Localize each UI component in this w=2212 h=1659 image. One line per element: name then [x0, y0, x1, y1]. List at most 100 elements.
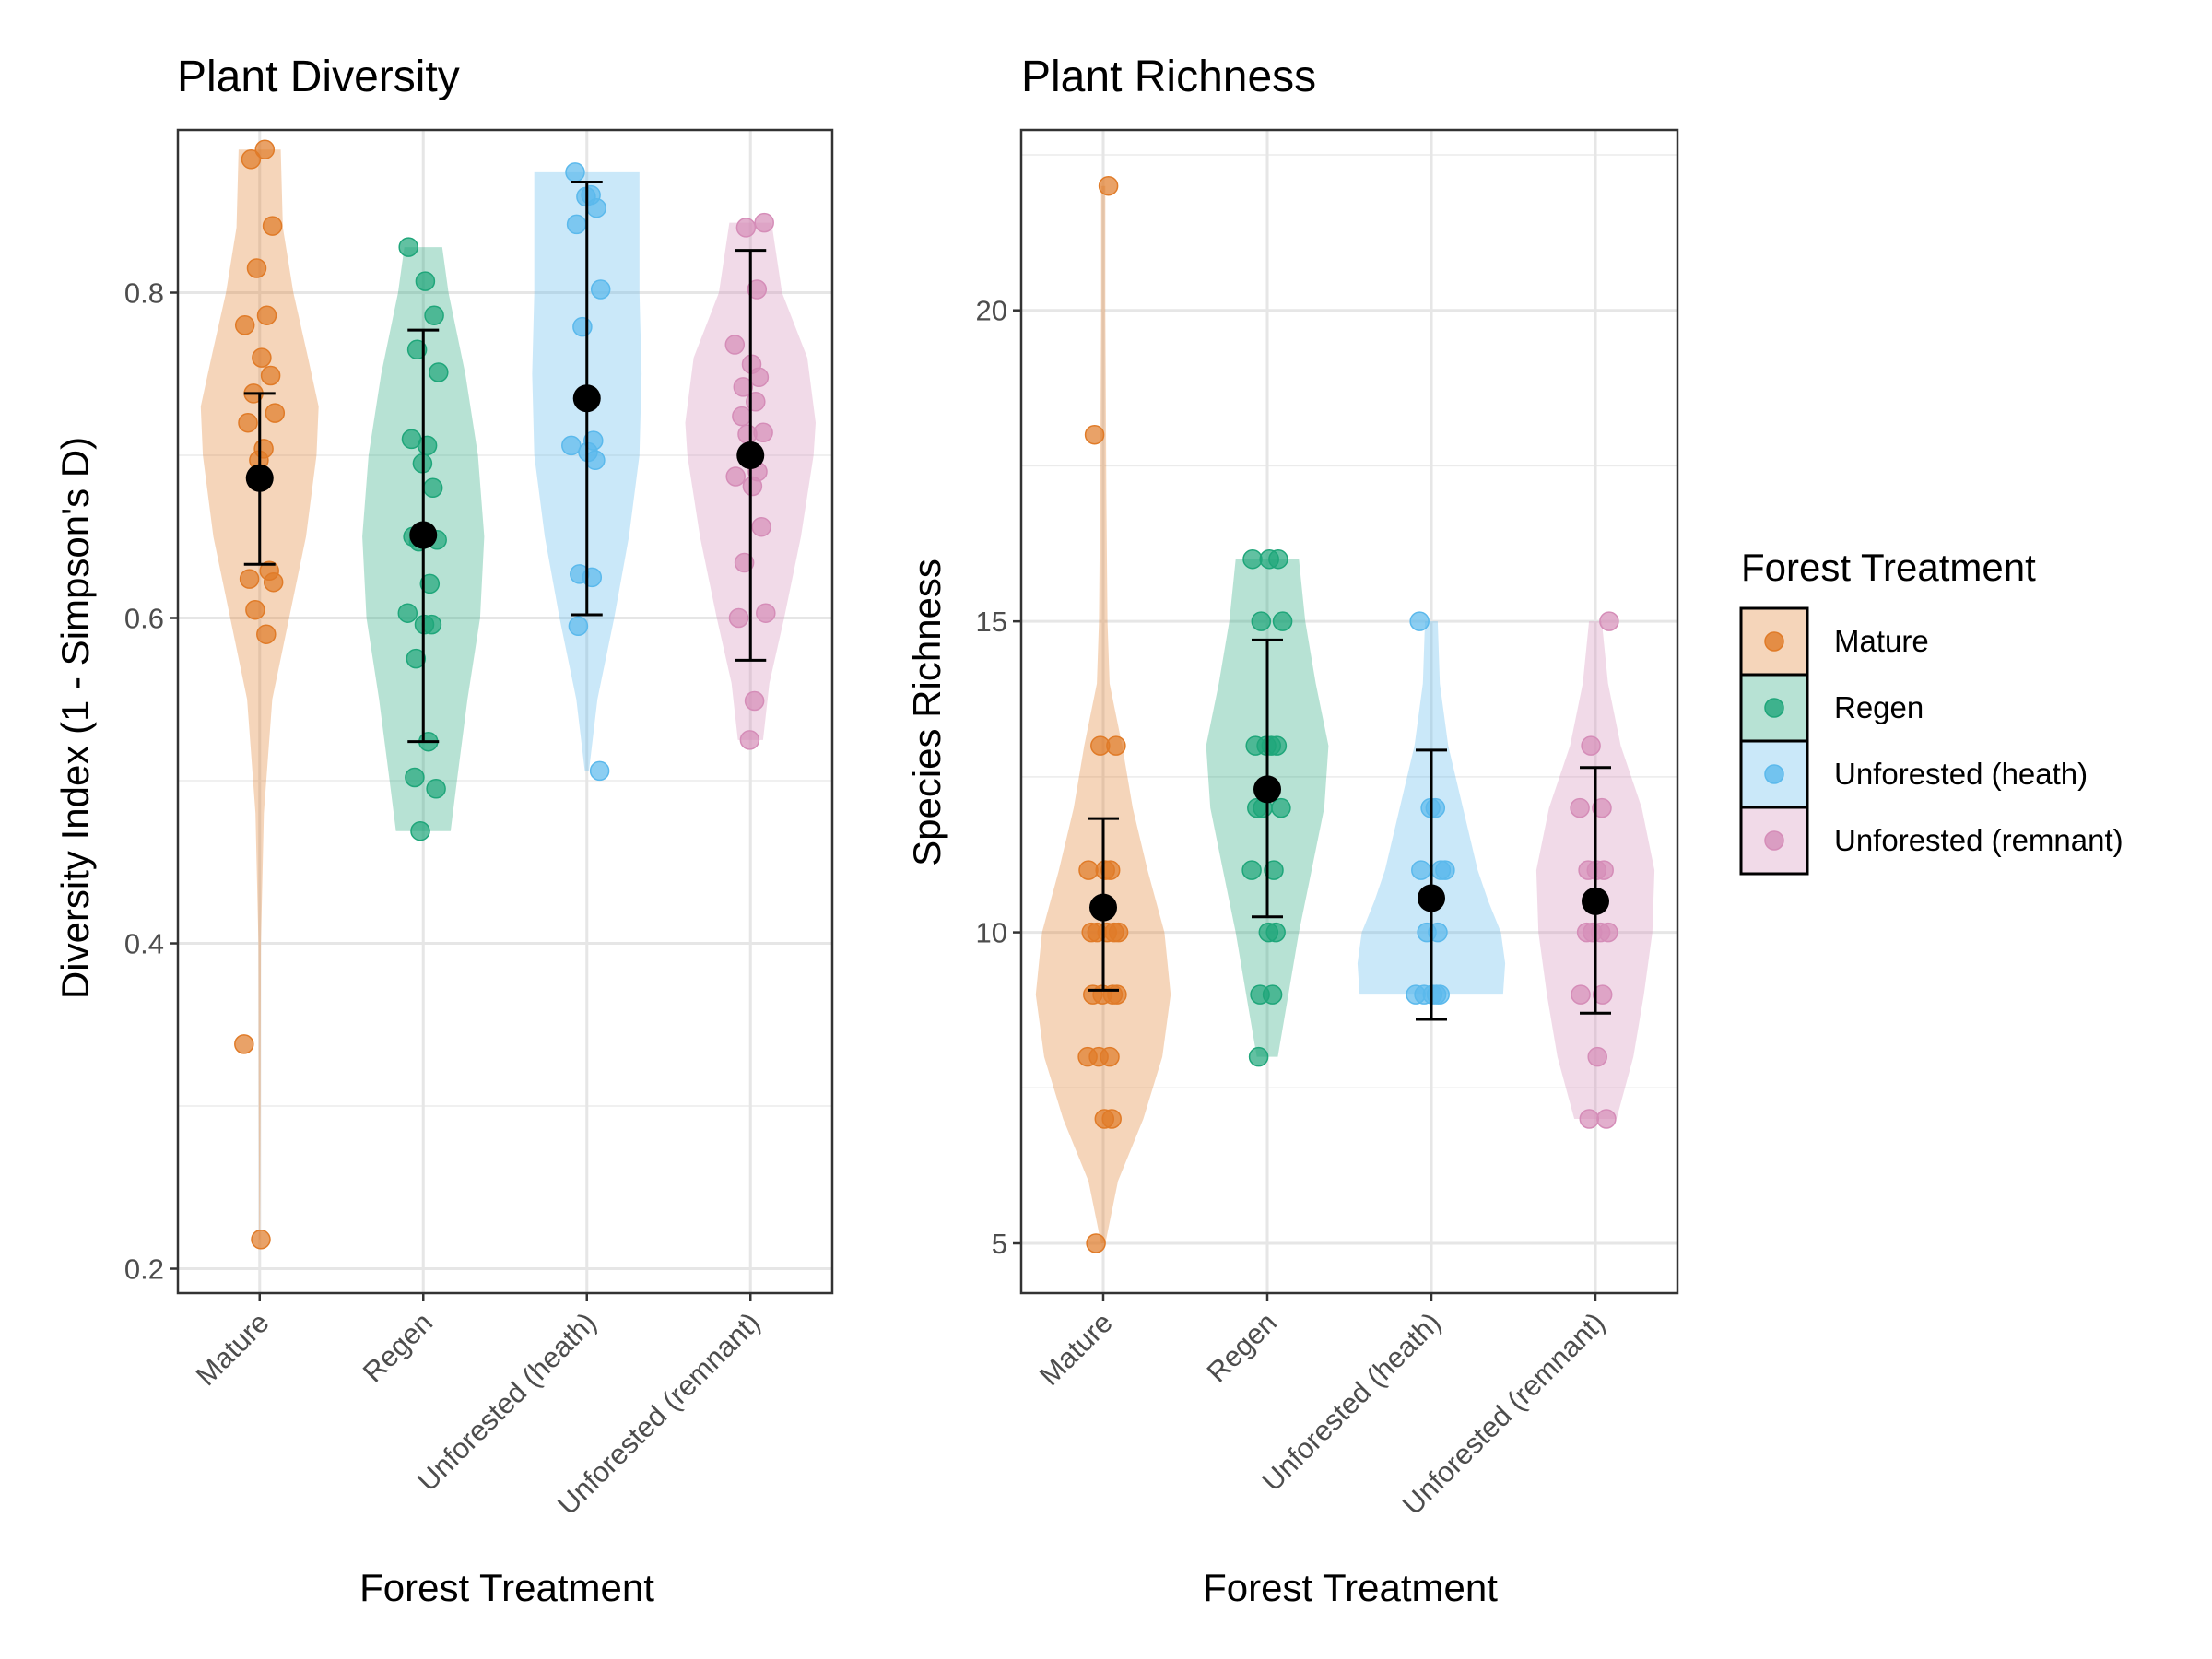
plant-diversity-point-regen	[424, 305, 444, 325]
plant-diversity-point-unforested-remnant	[744, 690, 765, 712]
plant-richness-point-unforested-remnant	[1599, 611, 1619, 631]
plant-diversity-title: Plant Diversity	[177, 53, 460, 101]
plant-diversity-point-regen	[406, 339, 428, 360]
plant-diversity-point-unforested-remnant	[735, 218, 757, 238]
plant-diversity-point-regen	[429, 362, 449, 382]
plant-richness-point-unforested-remnant	[1578, 860, 1598, 880]
plant-diversity-point-regen	[406, 648, 427, 669]
plant-diversity-point-unforested-remnant	[756, 603, 776, 623]
plant-diversity-point-unforested-heath	[589, 760, 610, 782]
plant-richness-y-tick-label: 15	[976, 606, 1007, 638]
plant-richness-violin-mature	[1035, 185, 1171, 1244]
plant-diversity-point-unforested-remnant	[747, 279, 768, 300]
plant-diversity-point-unforested-remnant	[733, 377, 754, 397]
plant-diversity-point-unforested-remnant	[724, 335, 746, 355]
plant-richness-point-mature	[1098, 175, 1119, 196]
plant-richness-point-unforested-remnant	[1587, 1046, 1607, 1067]
plant-richness-point-unforested-remnant	[1579, 1109, 1600, 1129]
plant-diversity-point-mature	[254, 139, 276, 159]
plant-diversity-point-mature	[241, 149, 262, 170]
plant-diversity-point-mature	[239, 569, 260, 589]
plant-diversity-y-tick-label: 0.8	[124, 277, 164, 310]
plant-diversity-point-mature	[238, 412, 258, 433]
plant-diversity-point-regen	[398, 237, 418, 257]
plant-richness-point-regen	[1265, 922, 1286, 943]
plant-richness-point-regen	[1268, 548, 1288, 570]
plant-richness-point-unforested-remnant	[1570, 797, 1590, 818]
plant-diversity-point-mature	[246, 258, 267, 278]
plant-diversity-x-axis-label: Forest Treatment	[359, 1566, 654, 1609]
plant-diversity-point-mature	[234, 1034, 254, 1054]
legend-point-regen	[1764, 698, 1784, 718]
plant-richness-point-regen	[1248, 1046, 1269, 1067]
plant-richness-y-tick-label: 10	[976, 917, 1007, 949]
plant-diversity-point-mature	[252, 347, 272, 368]
plant-richness-point-regen	[1241, 860, 1262, 880]
legend-label-mature: Mature	[1834, 624, 1929, 658]
plant-diversity-point-mature	[245, 599, 265, 620]
plant-diversity-panel-border	[176, 128, 834, 1295]
plant-diversity-point-mature	[234, 315, 255, 335]
plant-diversity-point-unforested-heath	[568, 616, 589, 637]
legend-keys: Mature Regen Unforested (heath) Unforested …	[1739, 606, 2124, 876]
plant-richness-y-axis-label: Species Richness	[905, 559, 948, 866]
plant-diversity-point-unforested-remnant	[739, 730, 760, 750]
plant-diversity-point-unforested-remnant	[728, 607, 749, 629]
plant-diversity-point-unforested-heath	[566, 214, 587, 235]
plant-richness-grid	[1021, 130, 1677, 1293]
plant-richness-point-unforested-remnant	[1581, 735, 1601, 756]
plant-diversity-mean-mature	[245, 464, 274, 492]
legend-key-unforested-remnant	[1739, 806, 1809, 876]
plant-richness-mean-regen	[1253, 775, 1281, 804]
plant-richness-point-mature	[1084, 424, 1105, 445]
legend-title: Forest Treatment	[1741, 546, 2036, 589]
plant-richness-point-unforested-heath	[1411, 860, 1431, 880]
plant-diversity-point-unforested-heath	[586, 197, 606, 218]
plant-diversity-point-unforested-remnant	[754, 212, 774, 233]
plant-diversity-point-unforested-remnant	[737, 424, 758, 444]
plant-richness-point-regen	[1242, 548, 1263, 570]
plant-richness-point-unforested-remnant	[1596, 1109, 1617, 1129]
plant-diversity-y-axis-label: Diversity Index (1 - Simpson's D)	[53, 437, 97, 999]
legend-label-regen: Regen	[1834, 690, 1924, 724]
plant-richness-points	[1077, 175, 1619, 1253]
plant-richness-mean-unforested-remnant	[1582, 887, 1609, 915]
plant-richness-panel-border	[1019, 128, 1679, 1295]
legend-point-mature	[1764, 631, 1784, 652]
plant-richness-point-mature	[1090, 735, 1111, 756]
plant-richness-point-mature	[1097, 922, 1118, 943]
plant-richness-point-mature	[1083, 984, 1103, 1005]
plant-diversity-point-regen	[419, 573, 441, 594]
plant-richness-mean-mature	[1089, 893, 1117, 922]
plant-richness-point-regen	[1271, 797, 1291, 818]
legend: Forest Treatment Mature Regen Unforested (…	[1739, 546, 2124, 876]
plant-diversity-point-unforested-remnant	[725, 466, 746, 487]
plant-diversity-point-mature	[260, 365, 281, 386]
plant-diversity-point-mature	[263, 571, 284, 593]
plant-richness-point-mature	[1077, 1046, 1098, 1067]
plant-richness-point-unforested-heath	[1435, 860, 1455, 880]
plant-diversity-point-regen	[421, 614, 442, 635]
plant-diversity-point-mature	[265, 403, 286, 423]
plant-diversity-mean-unforested-remnant	[736, 441, 765, 470]
plant-richness-point-unforested-remnant	[1583, 922, 1603, 943]
plant-richness-mean-errorbars	[1088, 638, 1611, 1021]
plant-richness-point-regen	[1262, 984, 1283, 1005]
plant-richness-point-mature	[1086, 1233, 1106, 1253]
plant-diversity-point-regen	[426, 779, 446, 799]
plant-diversity-mean-regen	[409, 521, 438, 549]
plant-diversity-point-regen	[405, 767, 425, 788]
plant-richness-y-ticks: 5 10 15 20	[976, 295, 1021, 1260]
legend-label-unforested-heath: Unforested (heath)	[1834, 757, 2088, 791]
plant-diversity-point-regen	[417, 435, 438, 456]
plant-richness-point-regen	[1264, 860, 1284, 880]
plant-diversity-point-unforested-remnant	[734, 552, 755, 573]
plant-diversity-point-unforested-remnant	[742, 476, 763, 497]
plant-diversity-plot-area	[178, 130, 832, 1293]
legend-point-unforested-heath	[1764, 764, 1784, 784]
plant-diversity-point-regen	[415, 271, 436, 291]
plant-richness-point-mature	[1101, 1109, 1122, 1129]
plant-richness-y-tick-label: 5	[992, 1228, 1007, 1260]
